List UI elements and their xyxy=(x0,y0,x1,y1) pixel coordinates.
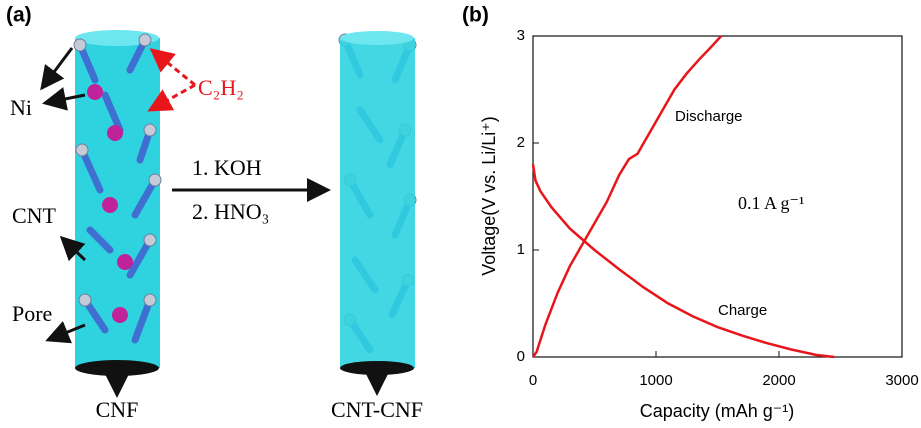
tube-bottom xyxy=(340,361,414,375)
label-ni: Ni xyxy=(10,95,32,120)
chart: (b) Capacity (mAh g⁻¹) Voltage(V vs. Li/… xyxy=(462,4,919,421)
step-2: 2. HNO₃ xyxy=(192,199,269,224)
x-tick-label: 0 xyxy=(529,372,537,389)
panel-label: (b) xyxy=(462,4,489,27)
y-axis-label: Voltage(V vs. Li/Li⁺) xyxy=(479,116,499,276)
series-label: Charge xyxy=(718,302,767,319)
label-gas: C₂H₂ xyxy=(198,75,244,100)
x-tick-label: 3000 xyxy=(885,372,918,389)
annotation: 0.1 A g⁻¹ xyxy=(738,193,804,213)
label-cnf: CNF xyxy=(96,397,139,422)
panel-label: (a) xyxy=(6,4,32,27)
step-1: 1. KOH xyxy=(192,155,262,180)
y-tick-label: 2 xyxy=(517,134,525,151)
cnt-cnf-tube xyxy=(340,38,415,368)
label-pore: Pore xyxy=(12,301,52,326)
x-tick-label: 1000 xyxy=(639,372,672,389)
tube-top xyxy=(340,31,414,45)
series-line xyxy=(533,36,721,357)
figure: (a) Ni C₂H₂ CNT Pore CNF 1. KOH 2. HNO₃ … xyxy=(0,0,921,428)
series-label: Discharge xyxy=(675,108,743,125)
y-tick-label: 1 xyxy=(517,241,525,258)
x-axis-label: Capacity (mAh g⁻¹) xyxy=(640,401,795,421)
y-tick-label: 0 xyxy=(517,348,525,365)
tube-bottom xyxy=(75,360,159,376)
x-tick-label: 2000 xyxy=(762,372,795,389)
label-cnt-cnf: CNT-CNF xyxy=(331,397,423,422)
y-tick-label: 3 xyxy=(517,27,525,44)
label-cnt: CNT xyxy=(12,203,57,228)
